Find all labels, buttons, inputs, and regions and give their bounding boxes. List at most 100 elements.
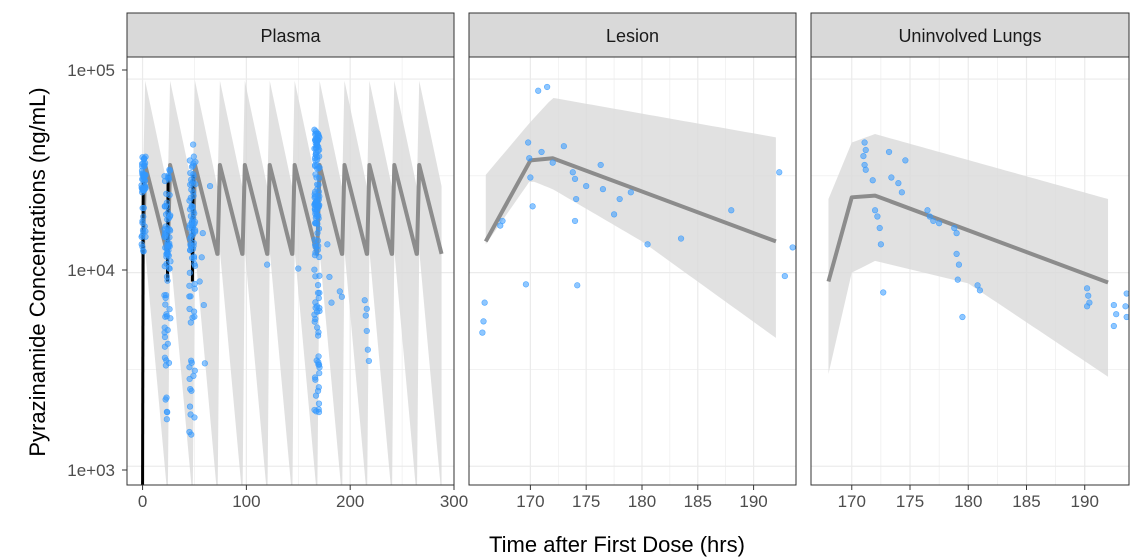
observed-point xyxy=(549,159,556,166)
observed-point xyxy=(326,273,333,281)
x-tick-label: 170 xyxy=(838,492,866,511)
observed-point xyxy=(1123,290,1129,297)
observed-point xyxy=(191,280,198,288)
observed-point xyxy=(535,87,542,94)
observed-point xyxy=(311,252,319,259)
x-tick-label: 100 xyxy=(232,492,260,511)
observed-point xyxy=(311,136,319,144)
panel-plasma: Plasma 0 100 200 300 xyxy=(126,12,468,511)
observed-point xyxy=(789,244,796,251)
observed-point xyxy=(1113,311,1120,318)
x-tick-label: 180 xyxy=(628,492,656,511)
observed-point xyxy=(140,187,148,194)
observed-points-lesion xyxy=(479,83,796,336)
observed-point xyxy=(187,213,194,220)
observed-point xyxy=(781,272,788,280)
observed-point xyxy=(163,416,170,423)
observed-point xyxy=(167,227,174,234)
observed-point xyxy=(191,367,198,374)
panel-border-uninvolved-lungs xyxy=(810,56,1130,486)
observed-point xyxy=(316,153,323,160)
observed-point xyxy=(187,293,194,300)
observed-point xyxy=(569,169,576,176)
observed-point xyxy=(264,261,271,268)
observed-point xyxy=(163,394,170,401)
observed-point xyxy=(574,282,581,289)
observed-point xyxy=(199,230,206,237)
observed-points-plasma xyxy=(138,126,372,438)
observed-point xyxy=(974,282,981,289)
observed-point xyxy=(186,305,193,313)
observed-point xyxy=(328,299,335,306)
strip-uninvolved-lungs xyxy=(810,12,1130,58)
observed-point xyxy=(165,264,173,272)
observed-point xyxy=(365,357,372,365)
observed-point xyxy=(583,182,590,190)
observed-point xyxy=(529,203,536,210)
observed-point xyxy=(677,235,685,242)
observed-point xyxy=(186,403,194,410)
observed-point xyxy=(314,147,322,155)
median-line-lesion xyxy=(483,156,777,244)
observed-point xyxy=(527,174,534,181)
observed-point xyxy=(312,220,319,227)
x-ticks-plasma: 0 100 200 300 xyxy=(138,485,468,511)
observed-point xyxy=(627,189,634,196)
x-ticks-uninvolved-lungs: 170 175 180 185 190 xyxy=(838,485,1099,511)
prediction-band-lesion xyxy=(485,97,776,338)
strip-lesion xyxy=(468,12,797,58)
observed-point xyxy=(140,160,147,167)
strip-label-lesion: Lesion xyxy=(606,26,659,46)
x-ticks-lesion: 170 175 180 185 190 xyxy=(516,485,768,511)
observed-point xyxy=(1083,303,1091,310)
observed-point xyxy=(314,281,322,289)
observed-point xyxy=(191,260,198,267)
observed-point xyxy=(924,207,931,214)
observed-point xyxy=(364,346,371,353)
strip-label-plasma: Plasma xyxy=(260,26,321,46)
observed-point xyxy=(188,186,195,193)
observed-point xyxy=(186,282,193,289)
x-tick-label: 185 xyxy=(1012,492,1040,511)
y-axis-ticks: 1e+05 1e+04 1e+03 xyxy=(67,61,115,480)
x-tick-label: 175 xyxy=(896,492,924,511)
observed-point xyxy=(1110,301,1117,309)
observed-point xyxy=(311,318,318,325)
observed-point xyxy=(874,213,881,220)
observed-point xyxy=(187,169,194,177)
observed-point xyxy=(544,83,551,91)
observed-point xyxy=(190,372,197,380)
observed-point xyxy=(140,213,147,220)
observed-point xyxy=(902,157,909,164)
observed-point xyxy=(571,217,579,225)
observed-point xyxy=(728,207,735,214)
observed-point xyxy=(192,228,199,235)
observed-point xyxy=(315,203,322,211)
observed-point xyxy=(161,324,168,331)
observed-point xyxy=(610,211,618,218)
observed-point xyxy=(166,213,174,220)
observed-point xyxy=(955,261,963,268)
observed-point xyxy=(186,206,194,213)
observed-point xyxy=(888,174,895,181)
y-tick-label-1e+04: 1e+04 xyxy=(67,261,115,280)
observed-point xyxy=(314,185,321,193)
observed-point xyxy=(953,250,960,257)
observed-point xyxy=(860,152,867,160)
observed-point xyxy=(951,224,958,232)
observed-point xyxy=(936,220,943,227)
observed-point xyxy=(315,400,323,407)
x-tick-label: 180 xyxy=(954,492,982,511)
observed-point xyxy=(166,191,173,199)
observed-point xyxy=(188,357,195,364)
observed-point xyxy=(898,189,905,196)
observed-point xyxy=(313,308,321,315)
observed-point xyxy=(776,169,783,176)
observed-point xyxy=(186,269,193,276)
x-tick-label: 185 xyxy=(684,492,712,511)
observed-point xyxy=(1123,313,1129,321)
plot-area-uninvolved-lungs xyxy=(811,57,1129,485)
observed-point xyxy=(497,222,504,229)
observed-point xyxy=(206,182,214,190)
